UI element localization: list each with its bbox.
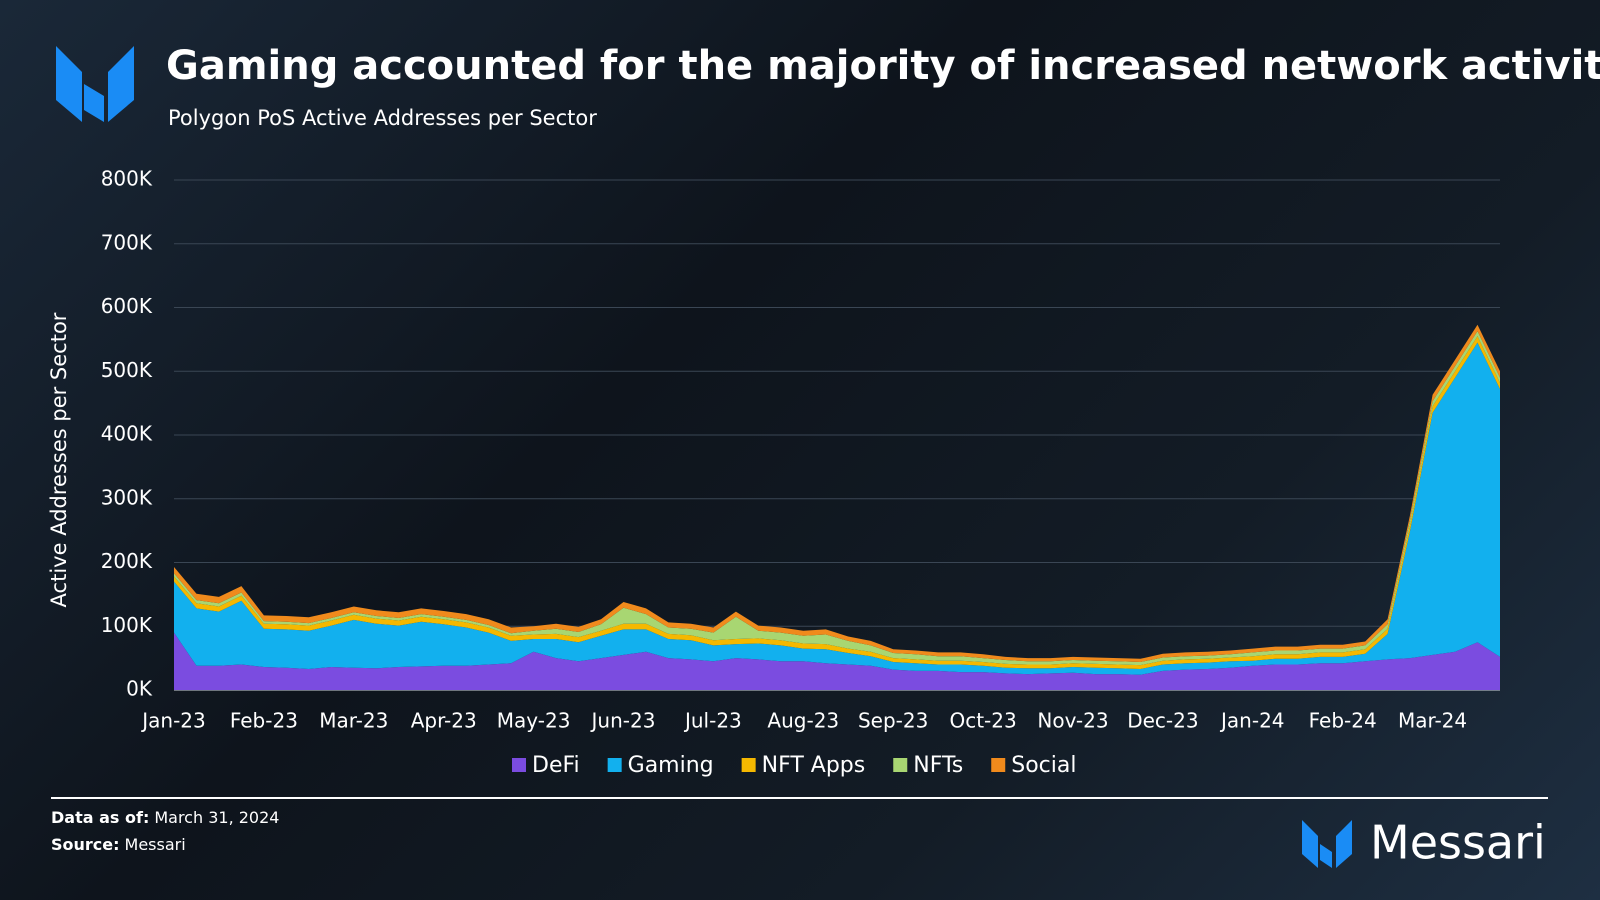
legend-swatch — [991, 758, 1006, 772]
legend-swatch — [512, 758, 526, 772]
x-tick-label: Oct-23 — [949, 709, 1016, 733]
legend-label: NFTs — [913, 753, 963, 778]
x-tick-label: Jul-23 — [683, 709, 742, 733]
x-tick-label: Mar-24 — [1398, 709, 1467, 733]
area — [174, 324, 1500, 662]
area — [174, 336, 1500, 669]
legend-label: Social — [1011, 753, 1076, 778]
y-tick-label: 800K — [101, 167, 153, 191]
legend-swatch — [607, 758, 622, 772]
x-tick-label: Mar-23 — [319, 709, 388, 733]
x-tick-label: Dec-23 — [1127, 709, 1198, 733]
y-tick-label: 0K — [126, 677, 153, 701]
x-tick-label: Feb-23 — [230, 709, 298, 733]
logo — [56, 46, 134, 122]
footer-source-value: Messari — [125, 835, 186, 854]
legend: DeFi Gaming NFT Apps NFTs Social — [512, 753, 1076, 778]
legend-label: DeFi — [532, 753, 580, 778]
x-tick-label: Apr-23 — [411, 709, 477, 733]
chart-subtitle: Polygon PoS Active Addresses per Sector — [168, 106, 597, 130]
x-tick-label: Sep-23 — [858, 709, 928, 733]
y-tick-label: 200K — [101, 549, 153, 573]
plot: 0K 100K 200K 300K 400K 500K 600K 700K 800K Jan-23… — [101, 167, 1500, 733]
x-tick-label: Feb-24 — [1309, 709, 1377, 733]
x-tick-label: Jun-23 — [590, 709, 656, 733]
legend-label: NFT Apps — [762, 753, 866, 778]
x-tick-label: Jan-23 — [140, 709, 206, 733]
chart-title: Gaming accounted for the majority of inc… — [166, 43, 1600, 89]
x-tick-label: Jan-24 — [1219, 709, 1285, 733]
area — [174, 342, 1500, 675]
footer-source: Source: Messari — [51, 835, 186, 854]
area — [174, 632, 1500, 690]
y-axis-label: Active Addresses per Sector — [47, 312, 71, 607]
y-tick-label: 400K — [101, 422, 153, 446]
brand-logo — [1302, 820, 1352, 868]
legend-label: Gaming — [628, 753, 714, 778]
brand-name: Messari — [1370, 816, 1546, 870]
footer-date-label: Data as of: — [51, 808, 149, 827]
legend-swatch — [893, 758, 908, 772]
y-tick-label: 500K — [101, 358, 153, 382]
x-tick-label: May-23 — [497, 709, 571, 733]
x-tick-label: Nov-23 — [1037, 709, 1108, 733]
footer-date-value: March 31, 2024 — [154, 808, 279, 827]
y-tick-label: 600K — [101, 294, 153, 318]
legend-swatch — [741, 758, 756, 772]
footer-date: Data as of: March 31, 2024 — [51, 808, 279, 827]
y-tick-label: 700K — [101, 230, 153, 254]
x-tick-label: Aug-23 — [767, 709, 839, 733]
y-tick-label: 100K — [101, 613, 153, 637]
footer-source-label: Source: — [51, 835, 120, 854]
y-tick-label: 300K — [101, 485, 153, 509]
